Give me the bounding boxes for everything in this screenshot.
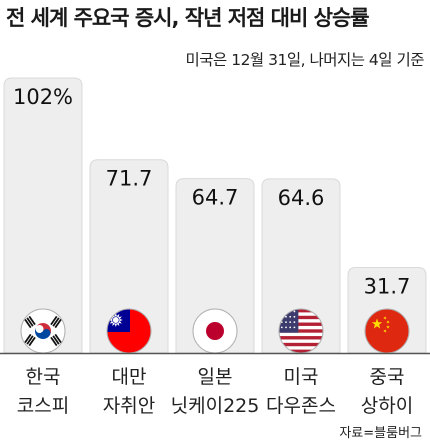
chart-subtitle: 미국은 12월 31일, 나머지는 4일 기준 [185,51,425,69]
taiwan-flag-icon [106,308,152,354]
bar [3,77,83,354]
bar [175,178,255,354]
japan-flag-icon [192,308,238,354]
category-label: 미국 [284,366,319,388]
bar [261,178,341,354]
value-label: 64.6 [278,186,325,210]
category-label: 자취안 [103,395,155,417]
value-label: 64.7 [192,186,239,210]
south-korea-flag-icon [20,308,66,354]
category-label: 상하이 [361,395,413,417]
category-label: 다우존스 [266,395,336,417]
value-label: 31.7 [364,275,411,299]
category-label: 닛케이225 [171,395,260,417]
value-label: 71.7 [106,167,153,191]
bar [89,159,169,354]
chart-title: 전 세계 주요국 증시, 작년 저점 대비 상승률 [6,6,370,30]
value-label: 102% [13,85,73,109]
category-label: 대만 [112,366,147,388]
category-label: 코스피 [17,395,69,417]
category-label: 일본 [198,366,233,388]
category-label: 중국 [370,366,405,388]
source-note: 자료=블룸버그 [339,426,422,441]
category-label: 한국 [26,366,61,388]
